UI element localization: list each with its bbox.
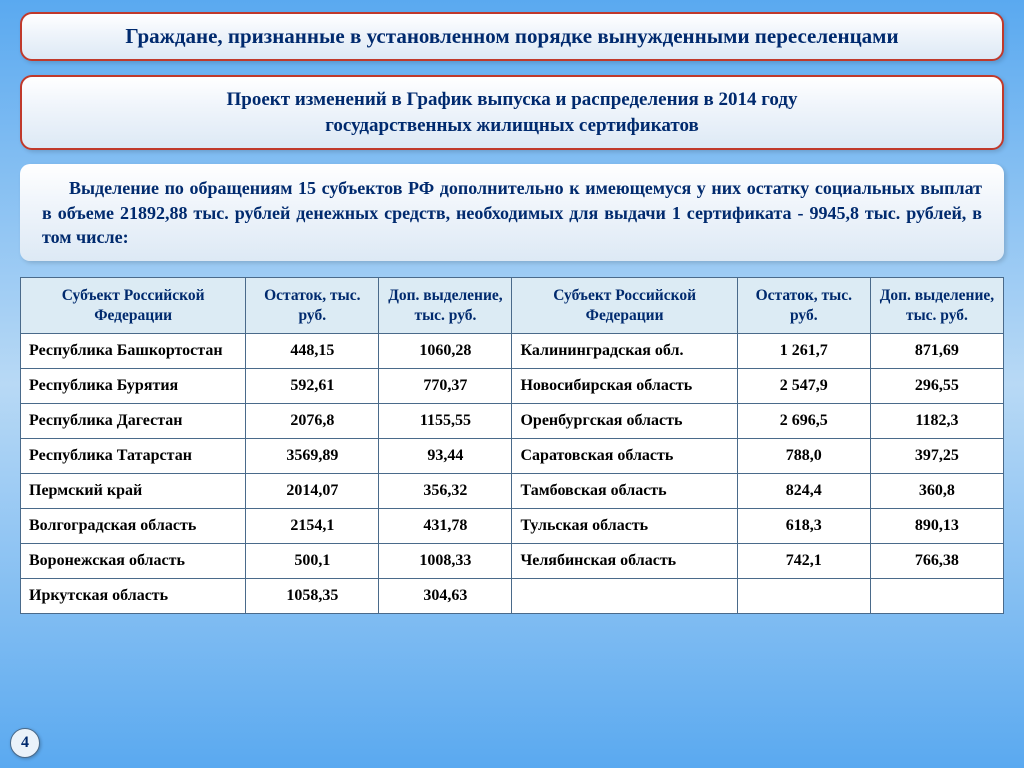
th-balance-1: Остаток, тыс. руб.	[246, 278, 379, 334]
subtitle-box: Проект изменений в График выпуска и расп…	[20, 75, 1004, 150]
cell-value: 2 547,9	[737, 368, 870, 403]
cell-value: 1060,28	[379, 333, 512, 368]
cell-value: 2 696,5	[737, 403, 870, 438]
cell-value: 296,55	[870, 368, 1003, 403]
cell-value: 788,0	[737, 438, 870, 473]
cell-value: 448,15	[246, 333, 379, 368]
cell-subject: Республика Башкортостан	[21, 333, 246, 368]
table-body: Республика Башкортостан448,151060,28Кали…	[21, 333, 1004, 613]
table-row: Иркутская область1058,35304,63	[21, 578, 1004, 613]
cell-value: 618,3	[737, 508, 870, 543]
table-row: Республика Бурятия592,61770,37Новосибирс…	[21, 368, 1004, 403]
cell-value: 766,38	[870, 543, 1003, 578]
th-subject-2: Субъект Российской Федерации	[512, 278, 737, 334]
th-additional-2: Доп. выделение, тыс. руб.	[870, 278, 1003, 334]
cell-subject: Волгоградская область	[21, 508, 246, 543]
table-row: Воронежская область500,11008,33Челябинск…	[21, 543, 1004, 578]
title-box: Граждане, признанные в установленном пор…	[20, 12, 1004, 61]
cell-value: 1058,35	[246, 578, 379, 613]
cell-subject: Челябинская область	[512, 543, 737, 578]
table-row: Республика Татарстан3569,8993,44Саратовс…	[21, 438, 1004, 473]
table-row: Волгоградская область2154,1431,78Тульска…	[21, 508, 1004, 543]
cell-subject: Тамбовская область	[512, 473, 737, 508]
cell-value: 1155,55	[379, 403, 512, 438]
cell-value	[737, 578, 870, 613]
cell-subject: Пермский край	[21, 473, 246, 508]
cell-value: 2076,8	[246, 403, 379, 438]
cell-value: 500,1	[246, 543, 379, 578]
cell-subject: Республика Бурятия	[21, 368, 246, 403]
page-title: Граждане, признанные в установленном пор…	[42, 24, 982, 49]
cell-value: 3569,89	[246, 438, 379, 473]
description-text: Выделение по обращениям 15 субъектов РФ …	[42, 176, 982, 249]
cell-value: 1 261,7	[737, 333, 870, 368]
table-row: Республика Башкортостан448,151060,28Кали…	[21, 333, 1004, 368]
table-row: Пермский край2014,07356,32Тамбовская обл…	[21, 473, 1004, 508]
subtitle-line2: государственных жилищных сертификатов	[325, 115, 699, 136]
th-subject-1: Субъект Российской Федерации	[21, 278, 246, 334]
cell-value: 824,4	[737, 473, 870, 508]
subtitle: Проект изменений в График выпуска и расп…	[42, 87, 982, 138]
cell-value: 742,1	[737, 543, 870, 578]
table-header-row: Субъект Российской Федерации Остаток, ты…	[21, 278, 1004, 334]
cell-value: 592,61	[246, 368, 379, 403]
cell-subject: Калининградская обл.	[512, 333, 737, 368]
cell-subject: Воронежская область	[21, 543, 246, 578]
cell-subject: Оренбургская область	[512, 403, 737, 438]
cell-subject: Иркутская область	[21, 578, 246, 613]
th-additional-1: Доп. выделение, тыс. руб.	[379, 278, 512, 334]
cell-value: 356,32	[379, 473, 512, 508]
cell-value: 304,63	[379, 578, 512, 613]
cell-value: 1008,33	[379, 543, 512, 578]
cell-subject: Саратовская область	[512, 438, 737, 473]
cell-value: 1182,3	[870, 403, 1003, 438]
cell-value: 871,69	[870, 333, 1003, 368]
cell-value: 770,37	[379, 368, 512, 403]
table-row: Республика Дагестан2076,81155,55Оренбург…	[21, 403, 1004, 438]
cell-value: 397,25	[870, 438, 1003, 473]
cell-subject: Республика Дагестан	[21, 403, 246, 438]
cell-subject	[512, 578, 737, 613]
cell-value	[870, 578, 1003, 613]
cell-subject: Тульская область	[512, 508, 737, 543]
description-box: Выделение по обращениям 15 субъектов РФ …	[20, 164, 1004, 261]
subtitle-line1: Проект изменений в График выпуска и расп…	[227, 89, 798, 110]
page-number-badge: 4	[10, 728, 40, 758]
cell-subject: Новосибирская область	[512, 368, 737, 403]
cell-value: 431,78	[379, 508, 512, 543]
cell-value: 2154,1	[246, 508, 379, 543]
th-balance-2: Остаток, тыс. руб.	[737, 278, 870, 334]
cell-value: 93,44	[379, 438, 512, 473]
cell-value: 2014,07	[246, 473, 379, 508]
cell-value: 890,13	[870, 508, 1003, 543]
cell-subject: Республика Татарстан	[21, 438, 246, 473]
allocation-table: Субъект Российской Федерации Остаток, ты…	[20, 277, 1004, 614]
cell-value: 360,8	[870, 473, 1003, 508]
